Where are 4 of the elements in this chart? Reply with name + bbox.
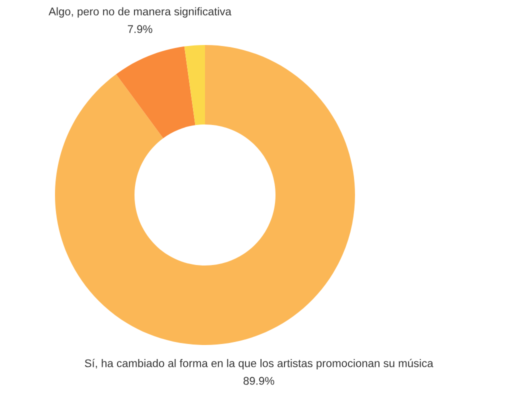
data-label: 7.9% xyxy=(128,25,152,34)
slice-label: Algo, pero no de manera significativa xyxy=(48,7,232,18)
slice-label: Sí, ha cambiado al forma en la que los artistas promocionan su música xyxy=(84,358,434,370)
data-label: 89.9% xyxy=(244,376,274,385)
